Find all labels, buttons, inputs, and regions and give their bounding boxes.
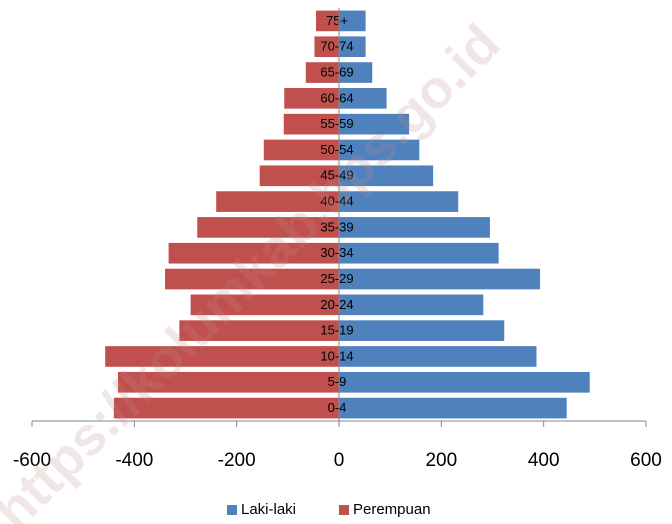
legend-swatch-laki-laki xyxy=(227,505,237,515)
bar-perempuan-40-44 xyxy=(216,191,339,212)
bar-laki-laki-70-74 xyxy=(339,36,366,58)
bar-perempuan-70-74 xyxy=(314,36,339,58)
bar-perempuan-25-29 xyxy=(165,268,339,290)
bar-perempuan-35-39 xyxy=(197,217,339,238)
bar-laki-laki-65-69 xyxy=(339,62,373,83)
category-label-45-49: 45-49 xyxy=(320,168,353,183)
bar-laki-laki-20-24 xyxy=(339,294,484,316)
category-label-50-54: 50-54 xyxy=(320,142,353,157)
category-label-25-29: 25-29 xyxy=(320,271,353,286)
x-tick-label-400: 400 xyxy=(528,450,560,471)
category-label-70-74: 70-74 xyxy=(320,39,353,54)
x-axis: -600 -400 -200 0 200 400 600 xyxy=(13,8,662,471)
bar-perempuan-50-54 xyxy=(263,139,339,161)
bar-laki-laki-15-19 xyxy=(339,320,505,341)
watermark-text: https://kolumkab.bps.go.id xyxy=(0,13,511,524)
x-tick-label--400: -400 xyxy=(115,450,153,471)
bar-perempuan-5-9 xyxy=(117,371,340,393)
bar-perempuan-60-64 xyxy=(284,88,339,109)
bar-laki-laki-35-39 xyxy=(339,217,490,238)
category-label-15-19: 15-19 xyxy=(320,323,353,338)
legend-swatch-perempuan xyxy=(339,505,349,515)
category-label-0-4: 0-4 xyxy=(328,400,347,415)
bar-laki-laki-10-14 xyxy=(339,346,537,367)
bar-perempuan-75+ xyxy=(315,10,339,32)
bar-laki-laki-45-49 xyxy=(339,165,434,187)
x-tick-label--600: -600 xyxy=(13,450,51,471)
category-label-40-44: 40-44 xyxy=(320,194,353,209)
bar-laki-laki-50-54 xyxy=(339,139,420,161)
x-tick-label--200: -200 xyxy=(218,450,256,471)
legend: Laki-laki Perempuan xyxy=(227,501,431,518)
category-label-20-24: 20-24 xyxy=(320,297,353,312)
bar-laki-laki-30-34 xyxy=(339,242,499,264)
bar-laki-laki-55-59 xyxy=(339,113,410,135)
legend-label-laki-laki: Laki-laki xyxy=(241,501,296,518)
bar-perempuan-10-14 xyxy=(105,346,339,367)
legend-label-perempuan: Perempuan xyxy=(353,501,431,518)
bar-laki-laki-60-64 xyxy=(339,88,387,109)
category-label-65-69: 65-69 xyxy=(320,64,353,79)
x-tick-label-200: 200 xyxy=(425,450,457,471)
watermark: https://kolumkab.bps.go.id xyxy=(0,13,511,524)
category-label-75+: 75+ xyxy=(326,13,348,28)
x-tick-label-600: 600 xyxy=(630,450,662,471)
bar-laki-laki-40-44 xyxy=(339,191,459,212)
bar-perempuan-0-4 xyxy=(113,397,340,419)
bar-perempuan-55-59 xyxy=(283,113,339,135)
category-label-10-14: 10-14 xyxy=(320,348,353,363)
category-label-30-34: 30-34 xyxy=(320,245,353,260)
bar-perempuan-15-19 xyxy=(179,320,339,341)
bar-laki-laki-25-29 xyxy=(339,268,541,290)
bars-layer xyxy=(105,10,590,419)
bar-laki-laki-5-9 xyxy=(339,371,590,393)
bar-perempuan-45-49 xyxy=(259,165,339,187)
category-labels-layer: 0-4 5-9 10-14 15-19 20-24 25-29 30-34 35-39 40-4… xyxy=(320,13,353,415)
x-tick-label-0: 0 xyxy=(334,450,345,471)
bar-laki-laki-75+ xyxy=(339,10,366,32)
bar-perempuan-65-69 xyxy=(305,62,339,83)
category-label-60-64: 60-64 xyxy=(320,90,353,105)
category-label-35-39: 35-39 xyxy=(320,219,353,234)
bar-perempuan-30-34 xyxy=(168,242,339,264)
bar-perempuan-20-24 xyxy=(190,294,339,316)
category-label-55-59: 55-59 xyxy=(320,116,353,131)
bar-laki-laki-0-4 xyxy=(339,397,567,419)
category-label-5-9: 5-9 xyxy=(328,374,347,389)
